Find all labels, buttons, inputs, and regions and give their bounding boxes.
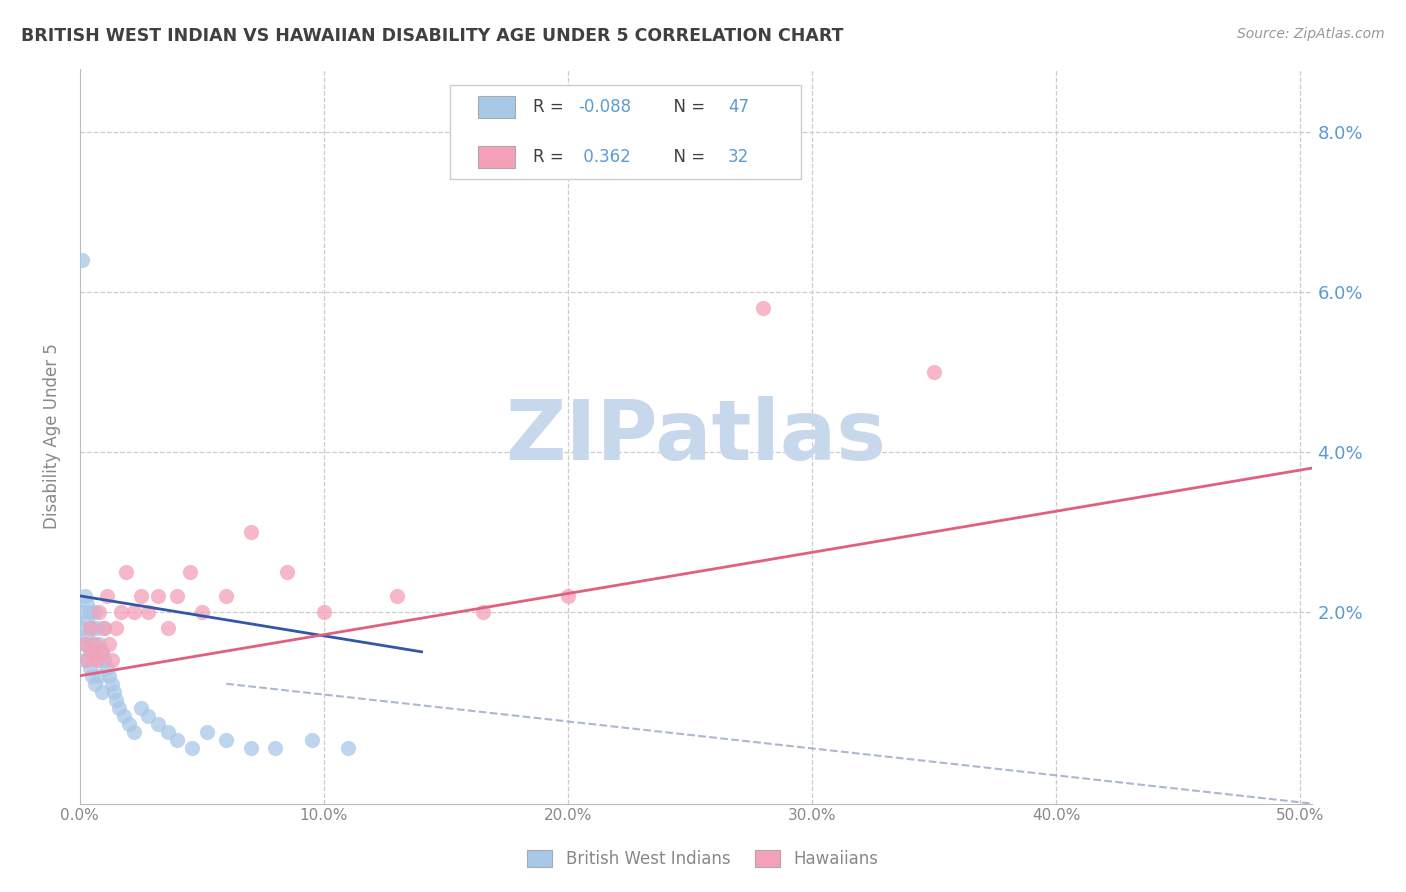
Point [89,605,111,619]
Point [79,661,101,675]
FancyBboxPatch shape [478,145,515,168]
Point [215,732,238,747]
Point [166,589,188,603]
Point [76,613,98,627]
Point [96,661,118,675]
Text: N =: N = [662,98,710,116]
Point [146,589,169,603]
Text: Source: ZipAtlas.com: Source: ZipAtlas.com [1237,27,1385,41]
Point [83,677,105,691]
Point [98,637,121,651]
Point [136,605,159,619]
Point [73,653,96,667]
Text: R =: R = [533,98,569,116]
Point [129,589,152,603]
Point [100,653,122,667]
Text: 0.362: 0.362 [578,148,630,166]
Point [76,597,98,611]
Point [156,621,179,635]
Text: 32: 32 [728,148,749,166]
Point [471,605,494,619]
Point [80,669,103,683]
Point [239,524,262,539]
Point [76,653,98,667]
Point [181,740,204,755]
Point [80,637,103,651]
Point [80,645,103,659]
Legend: British West Indians, Hawaiians: British West Indians, Hawaiians [520,843,886,875]
Point [179,565,201,579]
Point [108,700,131,714]
FancyBboxPatch shape [478,95,515,118]
Text: N =: N = [662,148,710,166]
Point [122,605,145,619]
Point [93,621,115,635]
Point [72,621,94,635]
Point [72,253,94,268]
Text: ZIPatlas: ZIPatlas [506,395,887,476]
Point [86,653,108,667]
Point [86,621,108,635]
Point [90,645,112,659]
Point [146,716,169,731]
Point [136,708,159,723]
Point [98,669,121,683]
Point [115,565,138,579]
Point [83,637,105,651]
Point [337,740,360,755]
Point [90,685,112,699]
Point [239,740,262,755]
Point [112,708,135,723]
Point [103,685,125,699]
Point [752,301,775,316]
Point [90,645,112,659]
Point [922,365,945,379]
Point [191,605,214,619]
Point [557,589,579,603]
Point [100,677,122,691]
Point [73,589,96,603]
Point [89,669,111,683]
Text: -0.088: -0.088 [578,98,631,116]
Y-axis label: Disability Age Under 5: Disability Age Under 5 [44,343,60,529]
Point [73,637,96,651]
Point [73,637,96,651]
Point [129,700,152,714]
Point [79,605,101,619]
Point [76,629,98,643]
Point [86,653,108,667]
Point [105,621,128,635]
Point [264,740,287,755]
Point [72,605,94,619]
Point [110,605,132,619]
Point [312,605,335,619]
Point [93,653,115,667]
Point [96,589,118,603]
Text: 47: 47 [728,98,749,116]
Point [215,589,238,603]
Point [80,621,103,635]
Point [83,605,105,619]
Point [156,724,179,739]
Point [118,716,141,731]
Point [122,724,145,739]
Point [93,621,115,635]
Point [385,589,408,603]
Point [79,621,101,635]
Point [89,637,111,651]
FancyBboxPatch shape [450,85,801,178]
Point [195,724,218,739]
Point [79,645,101,659]
Point [301,732,323,747]
Point [83,645,105,659]
Text: BRITISH WEST INDIAN VS HAWAIIAN DISABILITY AGE UNDER 5 CORRELATION CHART: BRITISH WEST INDIAN VS HAWAIIAN DISABILI… [21,27,844,45]
Point [166,732,188,747]
Text: R =: R = [533,148,569,166]
Point [105,692,128,706]
Point [276,565,298,579]
